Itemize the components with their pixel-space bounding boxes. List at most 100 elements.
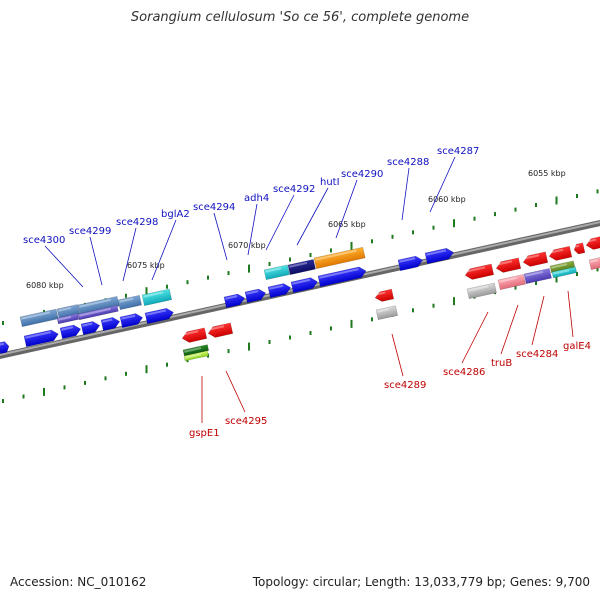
forward-gene (59, 324, 82, 340)
minor-tick-mark (207, 275, 209, 280)
minor-tick-mark (84, 380, 86, 385)
tick-label: 6080 kbp (26, 281, 64, 290)
forward-gene-label: hutI (320, 177, 340, 188)
forward-gene (19, 308, 59, 328)
forward-strand-genes (0, 246, 454, 355)
minor-tick-mark (309, 253, 312, 257)
forward-gene (141, 288, 173, 307)
label-leader-line (213, 212, 228, 261)
minor-tick-mark (227, 349, 230, 354)
minor-tick-mark (289, 335, 291, 340)
label-leader-line (89, 236, 103, 286)
major-tick-mark (453, 297, 455, 306)
minor-tick-mark (166, 362, 168, 367)
minor-tick-mark (371, 317, 373, 322)
label-leader-line (247, 203, 258, 256)
accession-text: Accession: NC_010162 (10, 575, 147, 589)
reverse-gene (522, 251, 549, 267)
major-tick-mark (350, 319, 353, 328)
label-leader-line (296, 187, 329, 246)
reverse-gene (207, 322, 234, 338)
forward-gene (244, 288, 267, 304)
forward-gene (424, 247, 454, 265)
label-leader-line (151, 219, 177, 281)
reverse-gene (181, 327, 208, 343)
minor-tick-mark (330, 248, 332, 253)
major-tick-mark (453, 219, 455, 228)
minor-tick-mark (2, 321, 4, 325)
label-leader-line (567, 290, 574, 338)
forward-gene (313, 246, 366, 270)
minor-tick-mark (289, 257, 291, 262)
minor-tick-mark (186, 280, 189, 285)
minor-tick-mark (125, 293, 127, 298)
reverse-gene (183, 350, 209, 362)
major-tick-mark (145, 365, 148, 374)
tick-label: 6060 kbp (428, 195, 466, 204)
reverse-gene (466, 282, 497, 300)
reverse-gene-label: sce4286 (443, 367, 485, 378)
forward-gene (397, 255, 423, 272)
position-tick-labels: 6080 kbp 6075 kbp 6070 kbp 6065 kbp 6060 kbp… (26, 169, 566, 290)
forward-gene-label: sce4292 (273, 184, 315, 195)
forward-gene (77, 305, 119, 321)
forward-gene (23, 329, 59, 348)
reverse-gene (464, 263, 495, 280)
forward-gene (56, 313, 80, 325)
minor-tick-mark (432, 303, 435, 308)
minor-tick-mark (576, 194, 578, 198)
reverse-gene-label: sce4295 (225, 416, 267, 427)
minor-tick-mark (371, 239, 373, 244)
reverse-gene-label: galE4 (563, 341, 591, 352)
reverse-gene (374, 288, 395, 302)
forward-gene (223, 293, 246, 309)
reverse-gene-labels: gspE1 sce4295 sce4289 sce4286 truB sce4284 gal… (189, 290, 591, 439)
minor-tick-mark (412, 308, 414, 313)
major-tick-mark (248, 342, 250, 351)
minor-tick-mark (63, 385, 66, 390)
forward-gene-label: sce4294 (193, 202, 235, 213)
major-tick-mark (145, 287, 148, 296)
reverse-gene-label: gspE1 (189, 428, 220, 439)
reverse-gene (585, 235, 600, 250)
minor-tick-mark (104, 376, 107, 381)
forward-gene-label: sce4287 (437, 146, 479, 157)
label-leader-line (122, 227, 137, 282)
forward-gene-label: sce4300 (23, 235, 65, 246)
major-tick-mark (555, 196, 558, 205)
reverse-strand-genes (181, 235, 600, 362)
minor-tick-mark (473, 216, 476, 221)
forward-gene (144, 307, 174, 325)
label-leader-line (531, 295, 545, 346)
minor-tick-mark (412, 230, 414, 235)
minor-tick-mark (125, 371, 127, 376)
tick-label: 6055 kbp (528, 169, 566, 178)
label-leader-line (429, 156, 456, 213)
minor-tick-mark (227, 271, 230, 276)
forward-gene (290, 277, 318, 294)
forward-gene (117, 294, 142, 311)
label-leader-line (500, 304, 519, 355)
label-leader-line (391, 333, 404, 377)
forward-gene (0, 341, 10, 355)
reverse-gene (551, 266, 578, 279)
map-title: Sorangium cellulosum 'So ce 56', complet… (130, 10, 470, 25)
reverse-gene (497, 274, 526, 291)
forward-gene (317, 266, 367, 288)
forward-gene (80, 321, 101, 336)
minor-tick-mark (576, 272, 578, 276)
reverse-gene-label: sce4289 (384, 380, 426, 391)
reverse-gene (375, 305, 398, 321)
minor-tick-mark (535, 281, 537, 285)
label-leader-line (335, 179, 358, 239)
reverse-gene (495, 257, 522, 273)
forward-gene (100, 317, 121, 332)
minor-tick-mark (268, 340, 271, 344)
minor-tick-mark (514, 207, 517, 212)
minor-tick-mark (330, 326, 332, 331)
reverse-gene-label: sce4284 (516, 349, 558, 360)
forward-gene (267, 283, 292, 299)
reverse-gene (573, 242, 586, 255)
minor-tick-mark (22, 394, 25, 399)
label-leader-line (225, 370, 246, 413)
